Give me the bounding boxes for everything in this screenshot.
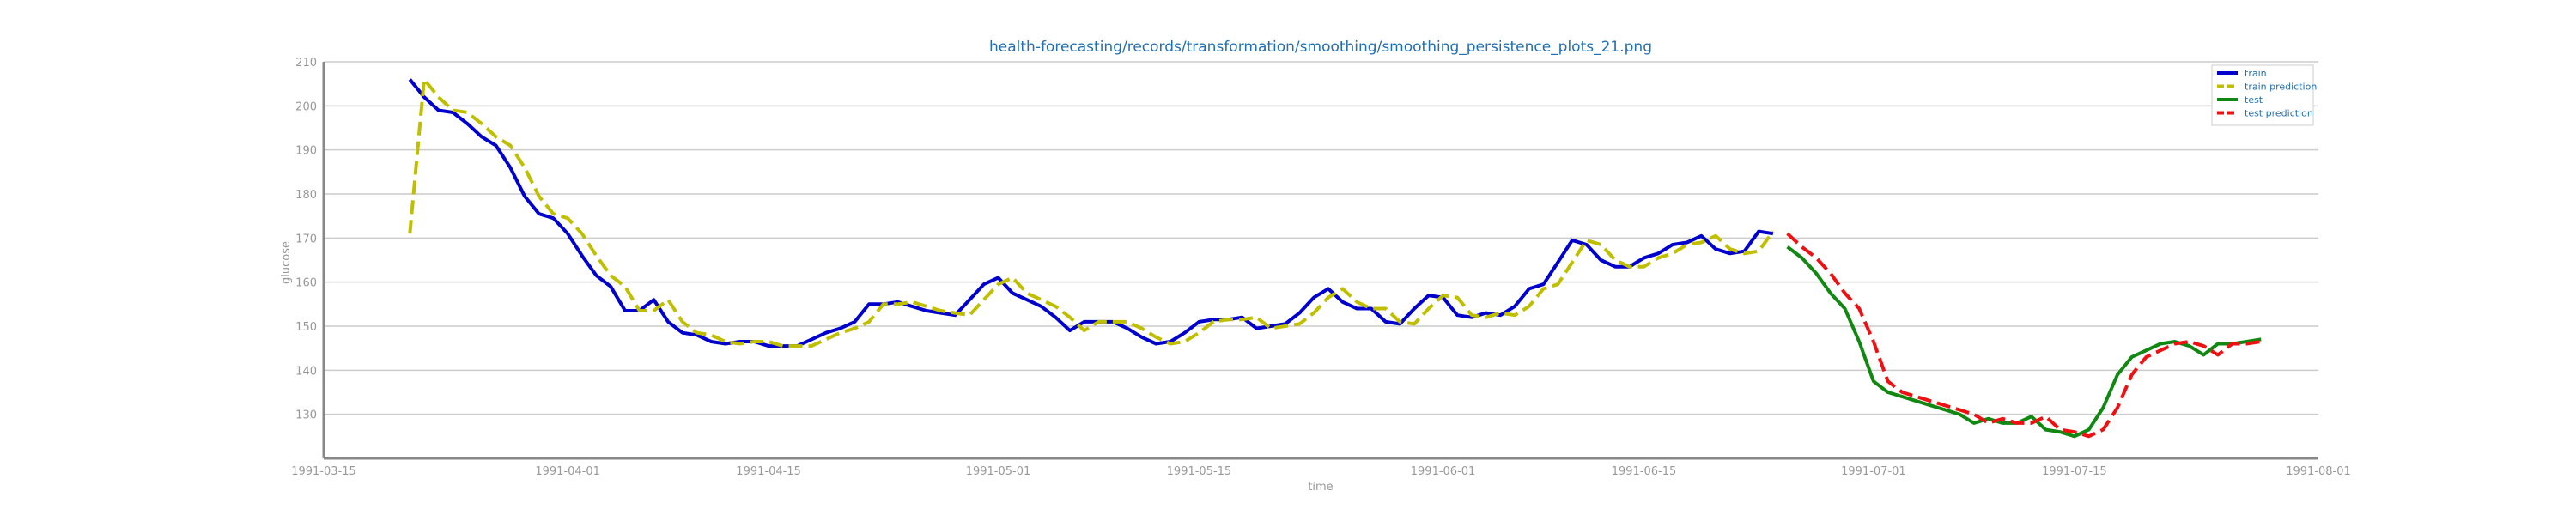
y-tick-label: 130 <box>295 409 317 422</box>
series-line-train-prediction <box>408 77 1775 348</box>
y-tick-label: 140 <box>295 365 317 378</box>
x-tick-label: 1991-07-01 <box>1841 465 1906 478</box>
x-tick-label: 1991-04-15 <box>736 465 801 478</box>
y-tick-label: 150 <box>295 321 317 334</box>
series-lines <box>408 77 2262 439</box>
y-axis-label: glucose <box>280 241 293 284</box>
chart-title: health-forecasting/records/transformatio… <box>989 39 1652 56</box>
series-line-test-prediction <box>1786 232 2262 439</box>
legend-box <box>2211 64 2314 126</box>
legend-label: train <box>2245 68 2267 79</box>
x-tick-label: 1991-08-01 <box>2286 465 2351 478</box>
y-tick-label: 190 <box>295 145 317 158</box>
x-axis-label: time <box>1308 481 1333 494</box>
series-line-train <box>408 78 1774 348</box>
y-tick-label: 210 <box>295 57 317 70</box>
y-tick-label: 160 <box>295 277 317 290</box>
grid <box>324 61 2318 415</box>
x-tick-label: 1991-06-01 <box>1411 465 1476 478</box>
y-tick-label: 170 <box>295 233 317 245</box>
x-tick-label: 1991-06-15 <box>1612 465 1677 478</box>
x-tick-label: 1991-05-15 <box>1167 465 1232 478</box>
legend-label: test <box>2245 94 2263 106</box>
x-tick-label: 1991-05-01 <box>966 465 1031 478</box>
x-tick-label: 1991-03-15 <box>291 465 356 478</box>
legend-label: train prediction <box>2245 82 2317 93</box>
axes: 130 140 150 160 170 180 190 200 210 1991-03-15 199… <box>291 57 2351 478</box>
x-tick-label: 1991-04-01 <box>535 465 600 478</box>
y-tick-label: 180 <box>295 189 317 202</box>
series-line-test <box>1786 245 2262 439</box>
legend-label: test prediction <box>2245 108 2313 119</box>
y-tick-label: 200 <box>295 100 317 113</box>
x-tick-label: 1991-07-15 <box>2042 465 2107 478</box>
